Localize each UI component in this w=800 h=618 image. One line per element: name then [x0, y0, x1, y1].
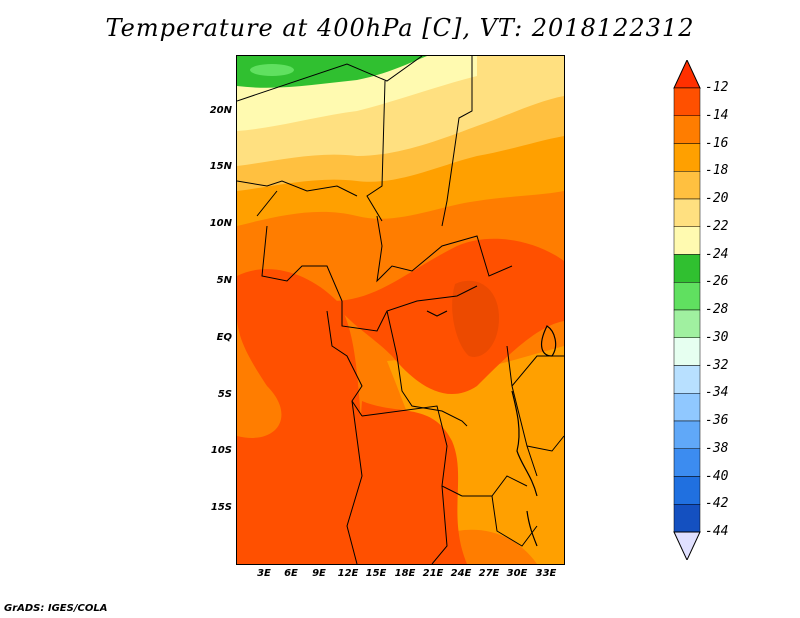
- colorbar-segment: [673, 476, 701, 505]
- lon-label: 27E: [478, 568, 500, 579]
- lon-label: 30E: [506, 568, 528, 579]
- lat-label: 10S: [210, 445, 232, 456]
- colorbar-label: -44: [705, 524, 729, 539]
- field-c16-southeast: [387, 346, 564, 564]
- colorbar-label: -34: [705, 385, 729, 401]
- lon-label: 33E: [535, 568, 557, 579]
- field-c12-center: [332, 238, 564, 395]
- lat-label: 5N: [216, 275, 232, 286]
- country-borders: [237, 56, 564, 564]
- colorbar-segment: [673, 393, 701, 422]
- colorbar-label: -38: [705, 440, 729, 456]
- colorbar-label: -16: [705, 135, 729, 151]
- colorbar-label: -36: [705, 413, 729, 428]
- temperature-map: [237, 56, 564, 564]
- lakes: [426, 310, 557, 547]
- colorbar-segment: [673, 282, 701, 311]
- colorbar-label: -18: [705, 163, 729, 179]
- lon-label: 24E: [450, 568, 472, 579]
- colorbar-segment: [673, 115, 701, 144]
- lat-label: 15N: [209, 161, 232, 172]
- field-c24-patch: [237, 56, 427, 88]
- field-c12-west: [237, 269, 375, 564]
- colorbar: [673, 60, 701, 560]
- lon-label: 15E: [365, 568, 387, 579]
- colorbar-segment: [673, 337, 701, 366]
- lat-label: 20N: [209, 105, 232, 116]
- map-panel: [236, 55, 565, 565]
- colorbar-segment: [673, 420, 701, 449]
- colorbar-over-triangle: [673, 60, 701, 89]
- lon-label: 9E: [312, 568, 326, 579]
- colorbar-segment: [673, 171, 701, 200]
- colorbar-label: -22: [705, 218, 729, 234]
- lon-label: 6E: [284, 568, 298, 579]
- lon-label: 12E: [337, 568, 359, 579]
- lat-label: 5S: [217, 389, 232, 400]
- lon-label: 21E: [422, 568, 444, 579]
- colorbar-label: -40: [705, 468, 729, 484]
- colorbar-label: -32: [705, 357, 729, 373]
- lon-label: 3E: [257, 568, 271, 579]
- colorbar-label: -30: [705, 329, 729, 345]
- colorbar-segment: [673, 198, 701, 227]
- credit-text: GrADS: IGES/COLA: [4, 603, 108, 614]
- lat-label: 15S: [210, 502, 232, 513]
- colorbar-under-triangle: [673, 531, 701, 560]
- chart-title: Temperature at 400hPa [C], VT: 201812231…: [105, 14, 695, 42]
- colorbar-label: -26: [705, 274, 729, 290]
- colorbar-segment: [673, 226, 701, 255]
- lon-label: 18E: [394, 568, 416, 579]
- colorbar-segment: [673, 365, 701, 394]
- colorbar-segment: [673, 254, 701, 283]
- colorbar-label: -24: [705, 246, 729, 262]
- colorbar-label: -42: [705, 496, 729, 512]
- colorbar-label: -12: [705, 80, 729, 95]
- colorbar-segment: [673, 504, 701, 533]
- field-c12-core: [452, 280, 499, 357]
- colorbar-segment: [673, 309, 701, 338]
- colorbar-segment: [673, 143, 701, 172]
- field-c26-patch: [250, 64, 294, 76]
- lat-label: 10N: [209, 218, 232, 229]
- colorbar-label: -28: [705, 302, 729, 317]
- colorbar-label: -20: [705, 191, 729, 206]
- lat-label: EQ: [216, 332, 232, 343]
- colorbar-segment: [673, 448, 701, 477]
- colorbar-segment: [673, 87, 701, 116]
- colorbar-label: -14: [705, 107, 729, 123]
- field-c12-south: [357, 401, 467, 564]
